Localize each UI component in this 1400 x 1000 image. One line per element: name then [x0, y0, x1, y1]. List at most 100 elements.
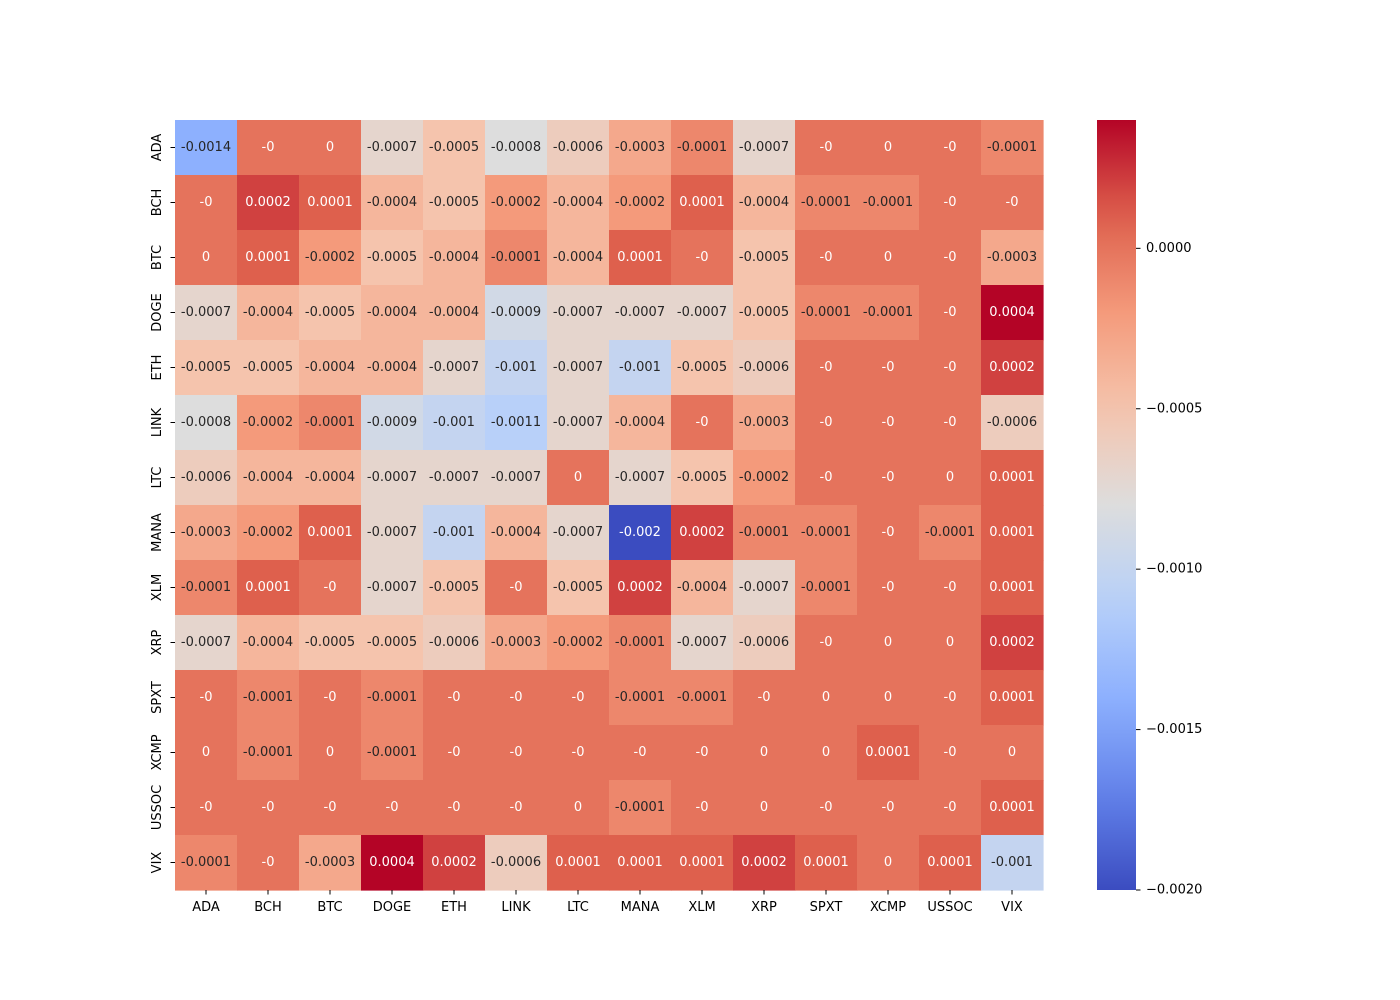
- heatmap-cell: [733, 340, 796, 396]
- heatmap-cell: [237, 560, 300, 616]
- heatmap-cell: [237, 505, 300, 561]
- heatmap-cell: [733, 120, 796, 176]
- heatmap-cell: [733, 670, 796, 726]
- heatmap-cell: [857, 780, 920, 836]
- y-tick-label: DOGE: [150, 293, 165, 332]
- cell-value-label: -0.0004: [429, 250, 479, 265]
- heatmap-cell: [671, 835, 734, 891]
- cell-value-label: -0.0007: [615, 470, 665, 485]
- colorbar-gradient: [1097, 120, 1136, 890]
- cell-value-label: -0: [820, 635, 833, 650]
- heatmap-cell: [671, 120, 734, 176]
- cell-value-label: -0: [324, 580, 337, 595]
- cell-value-label: -0: [944, 250, 957, 265]
- cell-value-label: 0.0001: [245, 250, 291, 265]
- heatmap-cell: [423, 835, 486, 891]
- cell-value-label: 0.0001: [617, 250, 663, 265]
- heatmap-cell: [609, 120, 672, 176]
- cell-value-label: -0: [944, 360, 957, 375]
- cell-value-label: -0.0007: [367, 580, 417, 595]
- heatmap-cell: [857, 505, 920, 561]
- cell-value-label: -0.0001: [615, 800, 665, 815]
- cell-value-label: -0.0001: [677, 690, 727, 705]
- x-tick-labels: ADA BCH BTC DOGE ETH LINK LTC MANA XLM XRP SPXT XCM…: [192, 890, 1023, 915]
- heatmap-cell: [547, 780, 610, 836]
- cell-value-label: 0.0001: [307, 195, 353, 210]
- heatmap-cell: [175, 450, 238, 506]
- cell-value-label: -0: [882, 800, 895, 815]
- cell-value-label: 0: [884, 635, 892, 650]
- cell-value-label: 0: [326, 745, 334, 760]
- cell-value-label: -0: [262, 800, 275, 815]
- cell-value-label: 0.0001: [307, 525, 353, 540]
- cell-value-label: -0: [820, 800, 833, 815]
- heatmap-cell: [299, 835, 362, 891]
- heatmap-cell: [609, 670, 672, 726]
- cell-value-label: -0.0002: [553, 635, 603, 650]
- cell-value-label: -0: [758, 690, 771, 705]
- cell-value-label: -0.0004: [491, 525, 541, 540]
- cell-value-label: 0.0004: [989, 305, 1035, 320]
- cell-value-label: -0.0002: [491, 195, 541, 210]
- y-tick-label: BCH: [150, 189, 165, 217]
- heatmap-cell: [299, 615, 362, 671]
- heatmap-cell: [857, 725, 920, 781]
- heatmap-cell: [547, 230, 610, 286]
- cell-value-label: -0.0001: [615, 635, 665, 650]
- heatmap-cell: [485, 450, 548, 506]
- cell-value-label: -0: [944, 690, 957, 705]
- heatmap-cell: [361, 395, 424, 451]
- cell-value-label: -0.0007: [739, 140, 789, 155]
- colorbar-tick-label: −0.0005: [1146, 401, 1202, 416]
- heatmap-cell: [795, 395, 858, 451]
- heatmap-cell: [361, 285, 424, 341]
- x-tick-label: SPXT: [810, 900, 843, 915]
- heatmap-cell: [981, 670, 1044, 726]
- heatmap-cell: [175, 780, 238, 836]
- heatmap-cell: [485, 120, 548, 176]
- heatmap-cell: [299, 395, 362, 451]
- cell-value-label: -0.0007: [367, 140, 417, 155]
- heatmap-cell: [361, 725, 424, 781]
- heatmap-cell: [919, 615, 982, 671]
- heatmap-cell: [547, 505, 610, 561]
- cell-value-label: -0.0004: [615, 415, 665, 430]
- x-tick-label: LTC: [567, 900, 589, 915]
- heatmap-cell: [361, 780, 424, 836]
- heatmap-cell: [547, 395, 610, 451]
- cell-value-label: -0.0004: [305, 470, 355, 485]
- cell-value-label: -0: [200, 195, 213, 210]
- heatmap-cell: [733, 505, 796, 561]
- heatmap-cell: [733, 615, 796, 671]
- heatmap-cell: [299, 505, 362, 561]
- heatmap-cell: [981, 285, 1044, 341]
- heatmap-cell: [857, 230, 920, 286]
- cell-value-label: -0.0006: [987, 415, 1037, 430]
- y-tick-label: ADA: [150, 134, 165, 162]
- cell-value-label: -0.0004: [305, 360, 355, 375]
- cell-value-label: -0.0003: [491, 635, 541, 650]
- heatmap-cell: [361, 340, 424, 396]
- x-tick-label: ADA: [192, 900, 220, 915]
- heatmap-cell: [857, 285, 920, 341]
- heatmap-cell: [485, 175, 548, 231]
- heatmap-cell: [857, 340, 920, 396]
- cell-value-label: -0.0007: [181, 635, 231, 650]
- heatmap-cell: [175, 505, 238, 561]
- heatmap-cells: -0.0014 -0 0 -0.0007 -0.0005 -0.0008 -0.0006 -0…: [175, 120, 1044, 891]
- heatmap-cell: [175, 835, 238, 891]
- heatmap-cell: [981, 230, 1044, 286]
- cell-value-label: -0: [510, 800, 523, 815]
- cell-value-label: -0: [262, 855, 275, 870]
- cell-value-label: -0.0001: [801, 525, 851, 540]
- cell-value-label: 0: [574, 800, 582, 815]
- x-tick-label: DOGE: [373, 900, 412, 915]
- x-tick-label: VIX: [1001, 900, 1023, 915]
- cell-value-label: -0.0005: [429, 195, 479, 210]
- heatmap-cell: [485, 505, 548, 561]
- cell-value-label: -0: [944, 195, 957, 210]
- cell-value-label: -0: [882, 470, 895, 485]
- heatmap-cell: [919, 175, 982, 231]
- heatmap-cell: [919, 835, 982, 891]
